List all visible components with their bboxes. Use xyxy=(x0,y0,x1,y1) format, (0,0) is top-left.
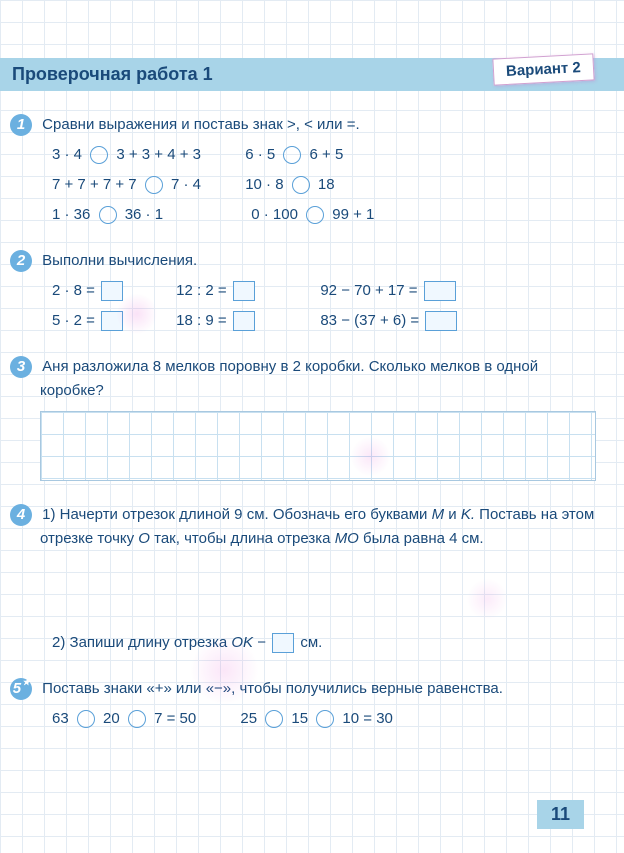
compare-circle[interactable] xyxy=(99,206,117,224)
task-1-row-3: 1 · 36 36 · 1 0 · 100 99 + 1 xyxy=(52,203,596,227)
task-3: 3 Аня разложила 8 мелков поровну в 2 кор… xyxy=(40,355,596,481)
t4-p1c: так, чтобы длина отрезка xyxy=(154,530,330,547)
expr: 83 − (37 + 6) = xyxy=(320,312,419,329)
t4-p2a: 2) Запиши длину отрезка xyxy=(52,634,227,651)
answer-box[interactable] xyxy=(425,311,457,331)
compare-circle[interactable] xyxy=(145,176,163,194)
expr: 2 · 8 = xyxy=(52,282,95,299)
task-1-row-2: 7 + 7 + 7 + 7 7 · 4 10 · 8 18 xyxy=(52,173,596,197)
expr: 3 + 3 + 4 + 3 xyxy=(116,146,201,163)
task-number-3: 3 xyxy=(10,356,32,378)
worksheet-title: Проверочная работа 1 xyxy=(12,64,213,84)
work-grid[interactable] xyxy=(40,411,596,481)
compare-circle[interactable] xyxy=(292,176,310,194)
expr: 10 = 30 xyxy=(342,710,392,727)
sign-circle[interactable] xyxy=(128,710,146,728)
task-number-2: 2 xyxy=(10,250,32,272)
expr: 7 + 7 + 7 + 7 xyxy=(52,176,137,193)
task-number-4: 4 xyxy=(10,504,32,526)
t4-and: и xyxy=(448,506,456,523)
task-2: 2 Выполни вычисления. 2 · 8 = 12 : 2 = 9… xyxy=(40,249,596,333)
compare-circle[interactable] xyxy=(283,146,301,164)
expr: 15 xyxy=(291,710,308,727)
task-4-part2: 2) Запиши длину отрезка OK − см. xyxy=(52,631,596,655)
sign-circle[interactable] xyxy=(265,710,283,728)
worksheet-header: Проверочная работа 1 Вариант 2 xyxy=(0,58,624,91)
var-ok: OK xyxy=(231,634,253,651)
expr: 12 : 2 = xyxy=(176,282,226,299)
task-5: 5 Поставь знаки «+» или «−», чтобы получ… xyxy=(40,677,596,731)
expr: 20 xyxy=(103,710,120,727)
answer-box[interactable] xyxy=(233,311,255,331)
expr: 5 · 2 = xyxy=(52,312,95,329)
task-2-row-2: 5 · 2 = 18 : 9 = 83 − (37 + 6) = xyxy=(52,309,596,333)
sign-circle[interactable] xyxy=(77,710,95,728)
task-number-1: 1 xyxy=(10,114,32,136)
draw-area[interactable] xyxy=(40,559,596,619)
page-content: Проверочная работа 1 Вариант 2 1 Сравни … xyxy=(0,0,624,731)
task-1-prompt: Сравни выражения и поставь знак >, < или… xyxy=(42,116,359,133)
var-m: M xyxy=(432,506,445,523)
t4-p1d: была равна 4 см. xyxy=(363,530,484,547)
expr: 25 xyxy=(240,710,257,727)
expr: 92 − 70 + 17 = xyxy=(320,282,417,299)
sign-circle[interactable] xyxy=(316,710,334,728)
task-4: 4 1) Начерти отрезок длиной 9 см. Обозна… xyxy=(40,503,596,655)
expr: 6 · 5 xyxy=(245,146,275,163)
var-k: K. xyxy=(461,506,475,523)
compare-circle[interactable] xyxy=(306,206,324,224)
answer-box[interactable] xyxy=(101,311,123,331)
task-2-row-1: 2 · 8 = 12 : 2 = 92 − 70 + 17 = xyxy=(52,279,596,303)
task-1-row-1: 3 · 4 3 + 3 + 4 + 3 6 · 5 6 + 5 xyxy=(52,143,596,167)
task-4-text: 1) Начерти отрезок длиной 9 см. Обозначь… xyxy=(40,506,594,547)
answer-box[interactable] xyxy=(233,281,255,301)
expr: 7 = 50 xyxy=(154,710,196,727)
t4-p1: 1) Начерти отрезок длиной 9 см. Обозначь… xyxy=(42,506,427,523)
task-5-row: 63 20 7 = 50 25 15 10 = 30 xyxy=(52,707,596,731)
t4-p2b: − xyxy=(257,634,266,651)
answer-box[interactable] xyxy=(424,281,456,301)
t4-p2c: см. xyxy=(300,634,322,651)
expr: 0 · 100 xyxy=(251,206,298,223)
task-5-prompt: Поставь знаки «+» или «−», чтобы получил… xyxy=(42,680,503,697)
expr: 6 + 5 xyxy=(310,146,344,163)
expr: 3 · 4 xyxy=(52,146,82,163)
var-o: O xyxy=(138,530,150,547)
top-margin xyxy=(40,18,596,58)
task-number-5: 5 xyxy=(10,678,32,700)
var-mo: MO xyxy=(335,530,359,547)
compare-circle[interactable] xyxy=(90,146,108,164)
expr: 1 · 36 xyxy=(52,206,90,223)
expr: 10 · 8 xyxy=(245,176,283,193)
expr: 7 · 4 xyxy=(171,176,201,193)
page-number: 11 xyxy=(537,800,584,829)
task-3-prompt: Аня разложила 8 мелков поровну в 2 короб… xyxy=(40,358,538,399)
answer-box[interactable] xyxy=(101,281,123,301)
expr: 18 xyxy=(318,176,335,193)
variant-badge: Вариант 2 xyxy=(493,53,595,85)
task-1: 1 Сравни выражения и поставь знак >, < и… xyxy=(40,113,596,227)
expr: 63 xyxy=(52,710,69,727)
answer-box[interactable] xyxy=(272,633,294,653)
expr: 36 · 1 xyxy=(125,206,163,223)
task-2-prompt: Выполни вычисления. xyxy=(42,252,197,269)
expr: 99 + 1 xyxy=(332,206,374,223)
expr: 18 : 9 = xyxy=(176,312,226,329)
